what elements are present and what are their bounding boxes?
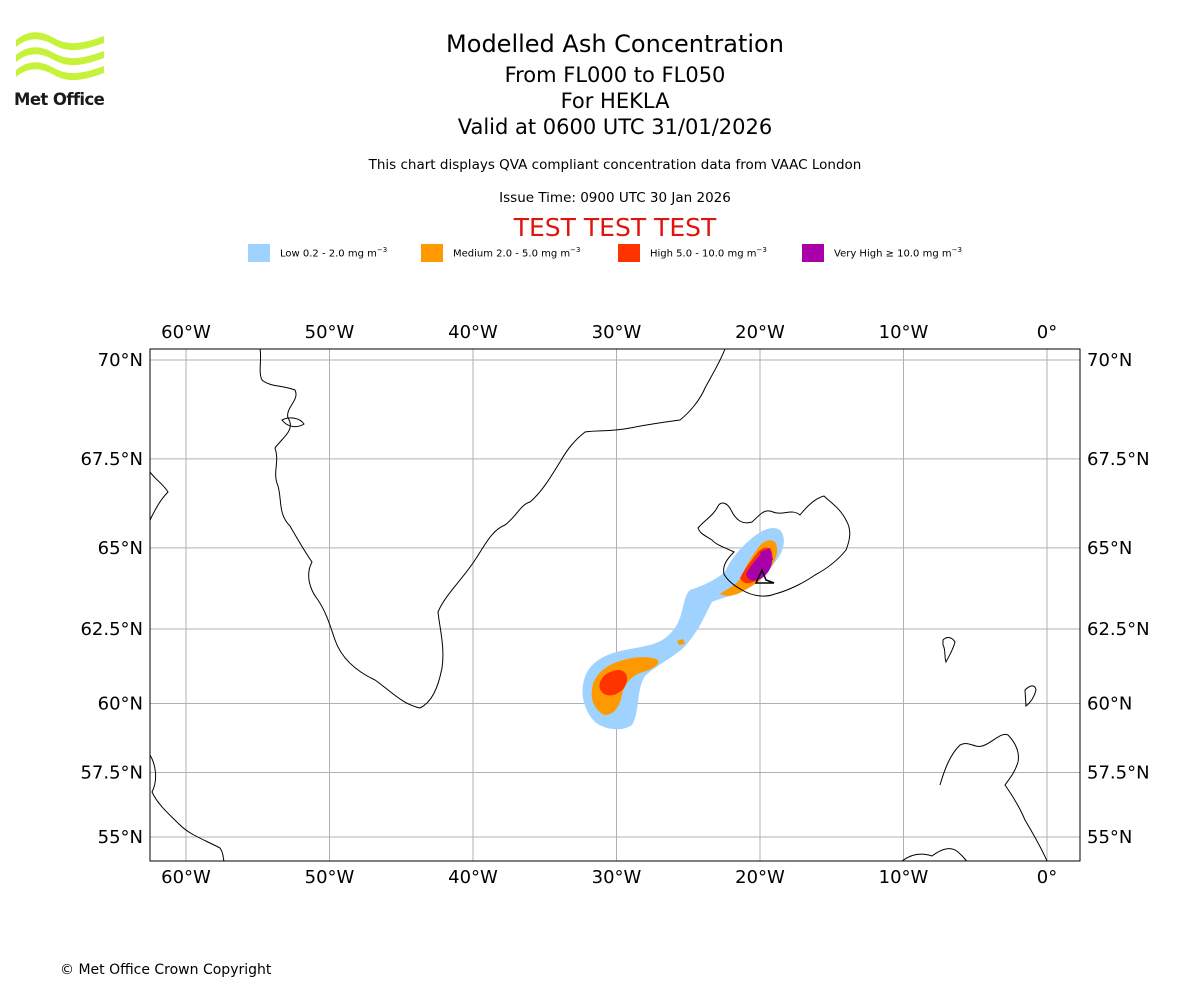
lon-tick-top: 40°W <box>448 322 498 343</box>
coastline-labrador-north <box>150 471 169 521</box>
lat-tick-left: 70°N <box>98 350 143 371</box>
lat-tick-right: 70°N <box>1087 350 1132 371</box>
graticule <box>150 349 1080 861</box>
lon-tick-bottom: 40°W <box>448 867 498 888</box>
coastline-hebrides <box>1024 685 1037 707</box>
coastline-iceland <box>697 495 851 597</box>
ash-area-medium <box>677 639 685 645</box>
met-office-logo: Met Office <box>14 30 106 112</box>
lat-tick-left: 67.5°N <box>80 449 143 470</box>
coastlines <box>150 349 1048 861</box>
lon-tick-bottom: 50°W <box>305 867 355 888</box>
lat-tick-right: 60°N <box>1087 693 1132 714</box>
legend-swatch-very-high <box>802 244 824 262</box>
lon-tick-bottom: 0° <box>1037 867 1057 888</box>
coastline-ireland <box>901 848 968 861</box>
lon-tick-top: 0° <box>1037 322 1057 343</box>
coastline-scotland <box>939 733 1048 861</box>
legend-label-very-high: Very High ≥ 10.0 mg m−3 <box>834 246 962 260</box>
volcano-name: For HEKLA <box>560 89 670 113</box>
lat-tick-left: 62.5°N <box>80 619 143 640</box>
map-frame <box>149 348 1081 862</box>
coastline-greenland <box>259 349 726 709</box>
lat-tick-left: 55°N <box>98 827 143 848</box>
lon-tick-bottom: 60°W <box>161 867 211 888</box>
lat-tick-right: 57.5°N <box>1087 763 1150 784</box>
lon-tick-top: 30°W <box>592 322 642 343</box>
lat-tick-right: 65°N <box>1087 538 1132 559</box>
lat-tick-left: 57.5°N <box>80 763 143 784</box>
logo-text: Met Office <box>14 90 105 109</box>
compliance-note: This chart displays QVA compliant concen… <box>368 157 862 173</box>
ash-area-high <box>599 670 628 696</box>
ash-plume <box>582 527 784 730</box>
lat-tick-left: 65°N <box>98 538 143 559</box>
valid-time: Valid at 0600 UTC 31/01/2026 <box>457 115 773 139</box>
lat-tick-right: 55°N <box>1087 827 1132 848</box>
axis-ticks: 60°W 60°W 50°W 50°W 40°W 40°W 30°W 30°W 20°W 20°W… <box>80 322 1149 888</box>
test-banner: TEST TEST TEST <box>513 213 717 242</box>
legend-swatch-low <box>248 244 270 262</box>
flight-level-range: From FL000 to FL050 <box>504 63 726 87</box>
ash-area-very-high <box>760 548 773 562</box>
chart-title: Modelled Ash Concentration <box>446 30 784 58</box>
lon-tick-top: 20°W <box>735 322 785 343</box>
legend-label-high: High 5.0 - 10.0 mg m−3 <box>650 246 767 260</box>
legend-label-medium: Medium 2.0 - 5.0 mg m−3 <box>453 246 581 260</box>
legend-swatch-medium <box>421 244 443 262</box>
copyright-text: © Met Office Crown Copyright <box>60 962 272 978</box>
legend-swatch-high <box>618 244 640 262</box>
lon-tick-top: 60°W <box>161 322 211 343</box>
ash-area-low <box>582 527 784 730</box>
lat-tick-right: 67.5°N <box>1087 449 1150 470</box>
volcano-marker <box>754 568 775 584</box>
legend-label-low: Low 0.2 - 2.0 mg m−3 <box>280 246 388 260</box>
lon-tick-bottom: 10°W <box>879 867 929 888</box>
lon-tick-bottom: 20°W <box>735 867 785 888</box>
coastline-faroe <box>942 637 956 664</box>
lon-tick-top: 50°W <box>305 322 355 343</box>
issue-time: Issue Time: 0900 UTC 30 Jan 2026 <box>499 190 731 206</box>
lon-tick-bottom: 30°W <box>592 867 642 888</box>
coastline-baffin-island <box>281 417 305 428</box>
lon-tick-top: 10°W <box>879 322 929 343</box>
met-office-wave-icon <box>16 32 104 81</box>
lat-tick-right: 62.5°N <box>1087 619 1150 640</box>
coastline-labrador-south <box>150 754 226 861</box>
lat-tick-left: 60°N <box>98 693 143 714</box>
